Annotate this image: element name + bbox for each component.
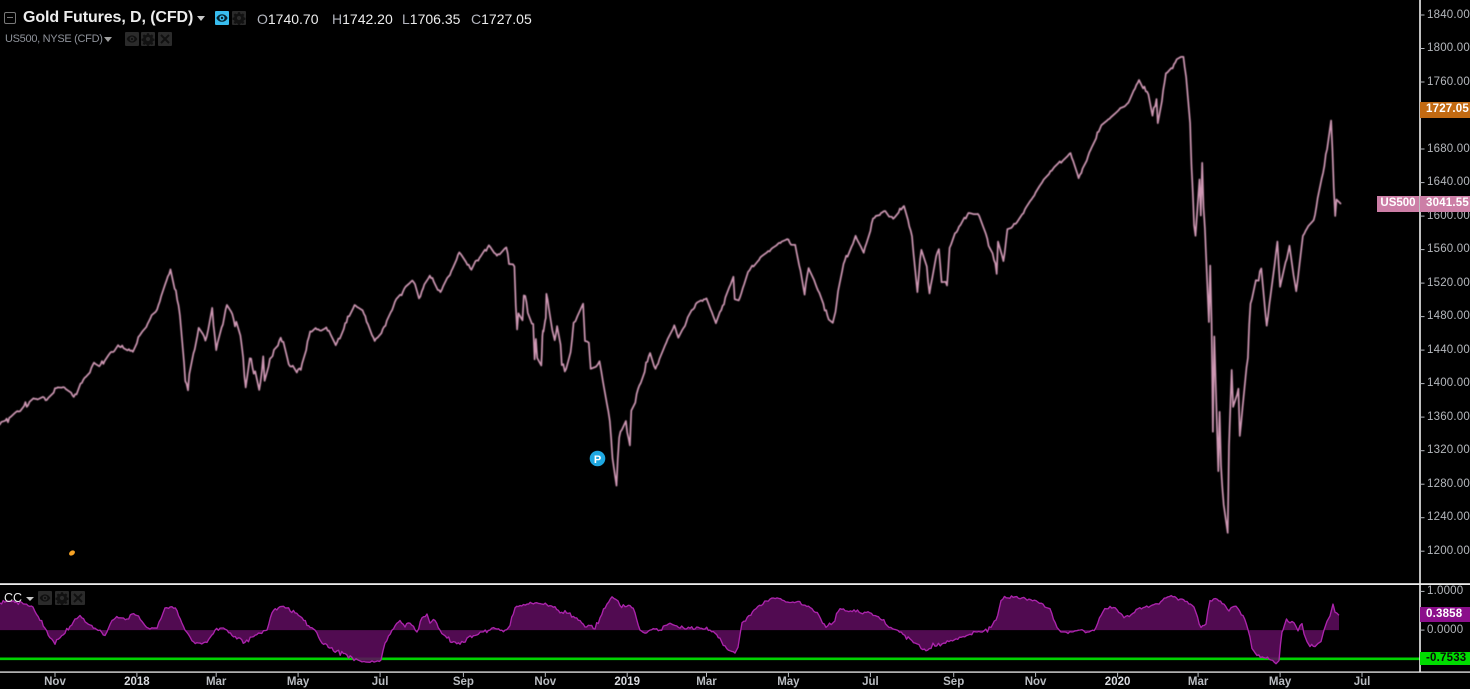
svg-text:P: P (594, 454, 601, 466)
